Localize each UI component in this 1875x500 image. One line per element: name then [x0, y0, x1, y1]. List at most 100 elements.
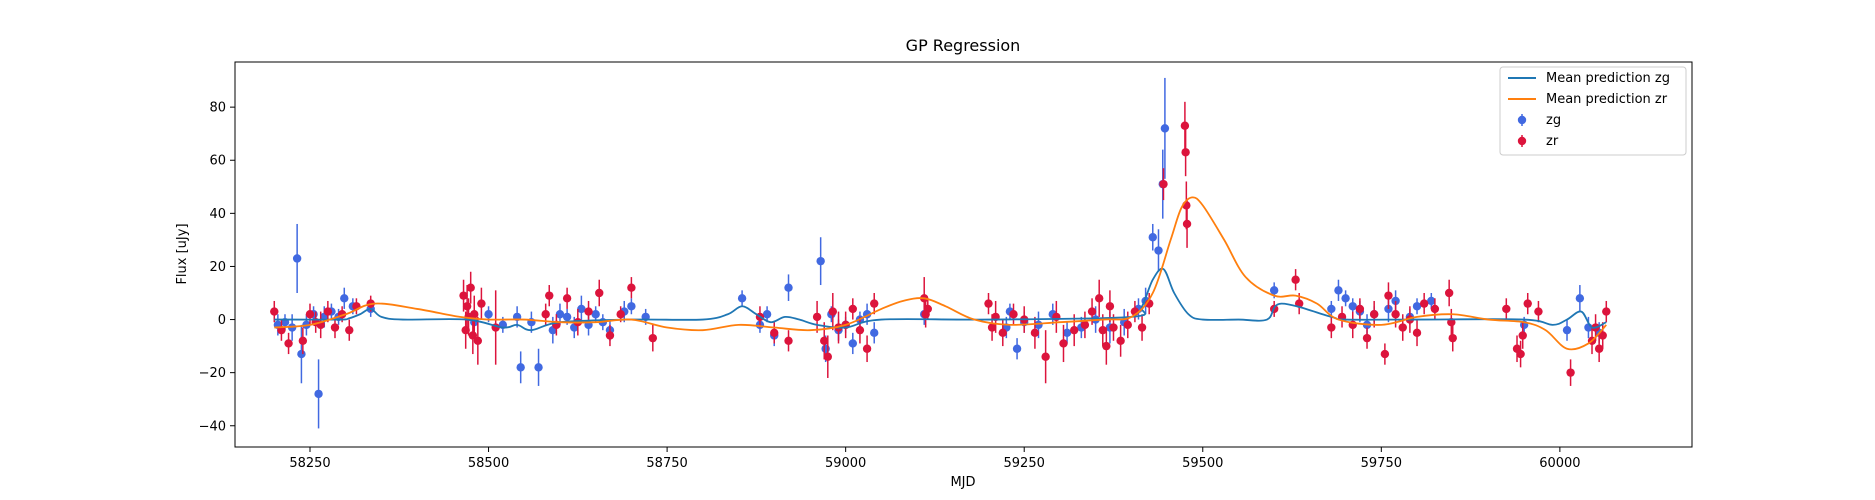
data-point-zr	[545, 291, 554, 300]
data-point-zg	[1327, 304, 1336, 314]
data-point-zr	[987, 323, 997, 332]
data-point-zr	[270, 307, 279, 316]
data-point-zg	[484, 310, 493, 319]
data-point-zr	[1566, 368, 1575, 377]
data-point-zr	[1355, 304, 1365, 314]
data-point-zr	[1041, 352, 1050, 361]
data-point-zg	[1348, 302, 1357, 311]
data-point-zr	[1105, 302, 1115, 311]
x-tick-label: 59250	[1004, 456, 1045, 471]
x-tick-label: 59500	[1182, 456, 1223, 471]
y-tick-label: −20	[199, 366, 226, 381]
data-point-zr	[848, 304, 857, 314]
chart-title: GP Regression	[906, 36, 1021, 55]
plot-area	[270, 77, 1611, 429]
data-point-zg	[1148, 233, 1157, 242]
legend-box	[1499, 66, 1687, 156]
data-point-zr	[616, 310, 625, 319]
legend-swatch-zg	[1517, 114, 1527, 126]
data-point-zr	[1098, 325, 1107, 335]
data-point-zr	[823, 352, 832, 361]
data-point-zr	[648, 333, 658, 343]
data-point-zg	[1427, 296, 1436, 306]
data-point-zg	[1154, 246, 1163, 255]
data-point-zr	[584, 307, 593, 316]
data-point-zr	[828, 307, 837, 316]
x-axis: 58250 58500 58750 59000 59250 59500 59750 60000	[289, 447, 1581, 471]
data-point-zr	[1534, 307, 1543, 316]
data-point-zr	[323, 307, 333, 316]
data-point-zg	[1575, 294, 1585, 303]
data-point-zr	[1009, 310, 1018, 319]
data-point-zr	[1182, 219, 1192, 229]
data-point-zr	[1181, 148, 1190, 157]
data-point-zg	[1334, 286, 1343, 295]
data-point-zr	[1502, 304, 1511, 314]
data-point-zr	[1059, 339, 1068, 348]
data-point-zr	[1594, 344, 1604, 353]
data-point-zr	[1391, 310, 1400, 319]
data-point-zr	[1598, 331, 1607, 340]
data-point-zg	[1341, 294, 1350, 303]
data-point-zg	[340, 294, 349, 303]
data-point-zg	[1012, 344, 1022, 353]
data-point-zg	[821, 344, 830, 353]
data-point-zr	[466, 283, 475, 292]
data-point-zr	[1523, 299, 1532, 308]
data-point-zr	[1384, 291, 1393, 300]
data-point-zg	[577, 304, 586, 314]
data-point-zr	[984, 299, 993, 308]
legend-label-zg: zg	[1546, 113, 1561, 128]
data-point-zr	[541, 310, 550, 319]
data-point-zg	[1412, 302, 1422, 311]
data-point-zr	[1380, 349, 1390, 359]
data-point-zr	[1602, 307, 1611, 316]
y-tick-label: 20	[209, 260, 226, 275]
data-point-zg	[591, 310, 600, 319]
data-point-zr	[461, 325, 470, 335]
legend: Mean prediction zg Mean prediction zr zg…	[1499, 66, 1687, 156]
data-point-zr	[468, 331, 478, 340]
data-point-zg	[534, 363, 543, 372]
data-point-zr	[284, 339, 293, 348]
data-point-zr	[1448, 333, 1457, 343]
data-point-zr	[305, 310, 315, 319]
data-point-zg	[292, 254, 302, 263]
data-point-zr	[1030, 328, 1040, 338]
data-point-zr	[627, 283, 636, 292]
data-point-zr	[470, 310, 479, 319]
data-point-zr	[1080, 320, 1090, 330]
series-zr	[270, 101, 1611, 386]
data-point-zr	[855, 325, 865, 335]
y-tick-label: −40	[199, 419, 226, 434]
data-point-zr	[1518, 331, 1527, 340]
data-point-zg	[737, 294, 747, 303]
data-point-zg	[516, 363, 525, 372]
data-point-zg	[848, 339, 857, 348]
data-point-zg	[870, 328, 879, 338]
data-point-zr	[345, 325, 354, 335]
data-point-zg	[1269, 286, 1279, 295]
data-point-zr	[1116, 336, 1125, 345]
data-point-zr	[862, 344, 872, 353]
x-tick-label: 58250	[289, 456, 330, 471]
data-point-zr	[595, 288, 604, 298]
legend-label-zr: zr	[1546, 134, 1559, 149]
x-tick-label: 59000	[825, 456, 866, 471]
data-point-zg	[297, 349, 306, 359]
data-point-zr	[1123, 320, 1132, 330]
data-point-zr	[1444, 288, 1454, 298]
data-point-zr	[1137, 323, 1147, 332]
data-point-zr	[998, 328, 1007, 338]
data-point-zr	[330, 323, 340, 332]
data-point-zg	[1562, 325, 1572, 335]
data-point-zg	[816, 256, 825, 266]
data-point-zr	[477, 299, 486, 308]
data-point-zr	[1369, 310, 1379, 319]
data-point-zr	[1327, 323, 1336, 332]
x-tick-label: 58500	[468, 456, 509, 471]
x-axis-label: MJD	[950, 475, 975, 490]
data-point-zg	[762, 310, 772, 319]
data-point-zg	[562, 312, 572, 322]
